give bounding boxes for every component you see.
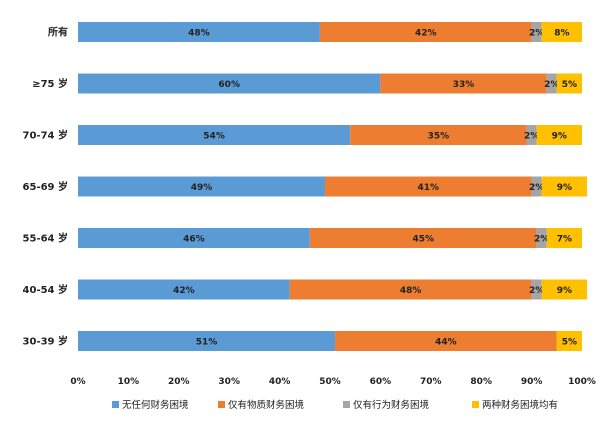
bar-segment	[335, 331, 557, 351]
legend-label: 仅有物质财务困境	[228, 399, 305, 411]
bar-segment	[319, 22, 532, 42]
x-tick-label: 50%	[319, 377, 341, 387]
data-label: 2%	[529, 286, 544, 296]
bar-segment	[350, 125, 527, 145]
bar-segment	[531, 279, 542, 300]
category-label: ≥75 岁	[32, 77, 68, 90]
bar-segment	[78, 73, 381, 94]
data-label: 46%	[183, 235, 205, 245]
bar-segment	[536, 228, 547, 248]
legend-swatch	[472, 401, 479, 408]
bar-segment	[380, 73, 547, 94]
data-label: 41%	[418, 183, 440, 193]
category-axis-labels: 所有 ≥75 岁 70-74 岁 65-69 岁 55-64 岁 40-54 岁 30-39…	[23, 26, 68, 348]
bar-segment	[541, 22, 582, 42]
plot-area: 48% 42% 2% 8%60% 33% 2% 5%54% 35% 2% 9%49% 41% 2% 9%…	[78, 22, 588, 351]
data-label: 51%	[196, 338, 218, 348]
bar-segment	[546, 228, 582, 248]
data-label: 2%	[524, 132, 539, 142]
bar-segment	[531, 22, 542, 42]
data-label: 2%	[529, 183, 544, 193]
category-label: 65-69 岁	[23, 180, 68, 193]
data-label: 8%	[554, 29, 569, 39]
bar-segment	[556, 73, 582, 94]
category-label: 30-39 岁	[23, 335, 68, 348]
bar-segment	[536, 125, 582, 145]
data-label: 35%	[428, 132, 450, 142]
data-label: 49%	[191, 183, 213, 193]
x-tick-label: 40%	[269, 377, 291, 387]
category-label: 70-74 岁	[23, 129, 68, 142]
data-label: 9%	[557, 286, 572, 296]
x-tick-label: 10%	[118, 377, 140, 387]
category-label: 所有	[48, 26, 68, 39]
data-label: 2%	[544, 80, 559, 90]
legend-label: 仅有行为财务困境	[353, 399, 430, 411]
bar-segment	[531, 176, 542, 197]
data-label: 48%	[188, 29, 210, 39]
data-label: 44%	[435, 338, 457, 348]
bar-segment	[541, 279, 588, 300]
category-label: 40-54 岁	[23, 283, 68, 296]
bar-segment	[78, 228, 310, 248]
data-label: 33%	[453, 80, 475, 90]
legend-label: 无任何财务困境	[122, 399, 189, 411]
x-tick-label: 70%	[420, 377, 442, 387]
legend-swatch	[343, 401, 350, 408]
x-tick-label: 30%	[218, 377, 240, 387]
data-label: 9%	[557, 183, 572, 193]
data-label: 9%	[552, 132, 567, 142]
legend-swatch	[112, 401, 119, 408]
category-label: 55-64 岁	[23, 232, 68, 245]
legend: 无任何财务困境 仅有物质财务困境 仅有行为财务困境 两种财务困境均有	[112, 399, 558, 411]
x-tick-label: 80%	[470, 377, 492, 387]
data-label: 7%	[557, 235, 572, 245]
data-label: 54%	[203, 132, 225, 142]
bar-segment	[78, 279, 290, 300]
legend-label: 两种财务困境均有	[482, 399, 558, 411]
bar-segment	[78, 125, 351, 145]
bar-segment	[526, 125, 537, 145]
value-axis-labels: 0% 10% 20% 30% 40% 50% 60% 70% 80% 90% 100%	[70, 377, 596, 387]
bar-segment	[546, 73, 557, 94]
x-tick-label: 20%	[168, 377, 190, 387]
x-tick-label: 100%	[568, 377, 596, 387]
data-label: 2%	[529, 29, 544, 39]
data-label: 45%	[412, 235, 434, 245]
bar-segment	[78, 331, 336, 351]
x-tick-label: 0%	[70, 377, 85, 387]
data-label: 5%	[562, 338, 577, 348]
data-label: 5%	[562, 80, 577, 90]
x-tick-label: 60%	[370, 377, 392, 387]
bar-segment	[309, 228, 537, 248]
data-label: 48%	[400, 286, 422, 296]
data-label: 42%	[173, 286, 195, 296]
data-label: 42%	[415, 29, 437, 39]
data-label: 60%	[218, 80, 240, 90]
bar-segment	[289, 279, 532, 300]
bar-segment	[324, 176, 532, 197]
bar-segment	[78, 176, 325, 197]
x-tick-label: 90%	[521, 377, 543, 387]
bar-segment	[541, 176, 588, 197]
legend-swatch	[218, 401, 225, 408]
bar-segment	[78, 22, 320, 42]
data-label: 2%	[534, 235, 549, 245]
bar-segment	[556, 331, 582, 351]
